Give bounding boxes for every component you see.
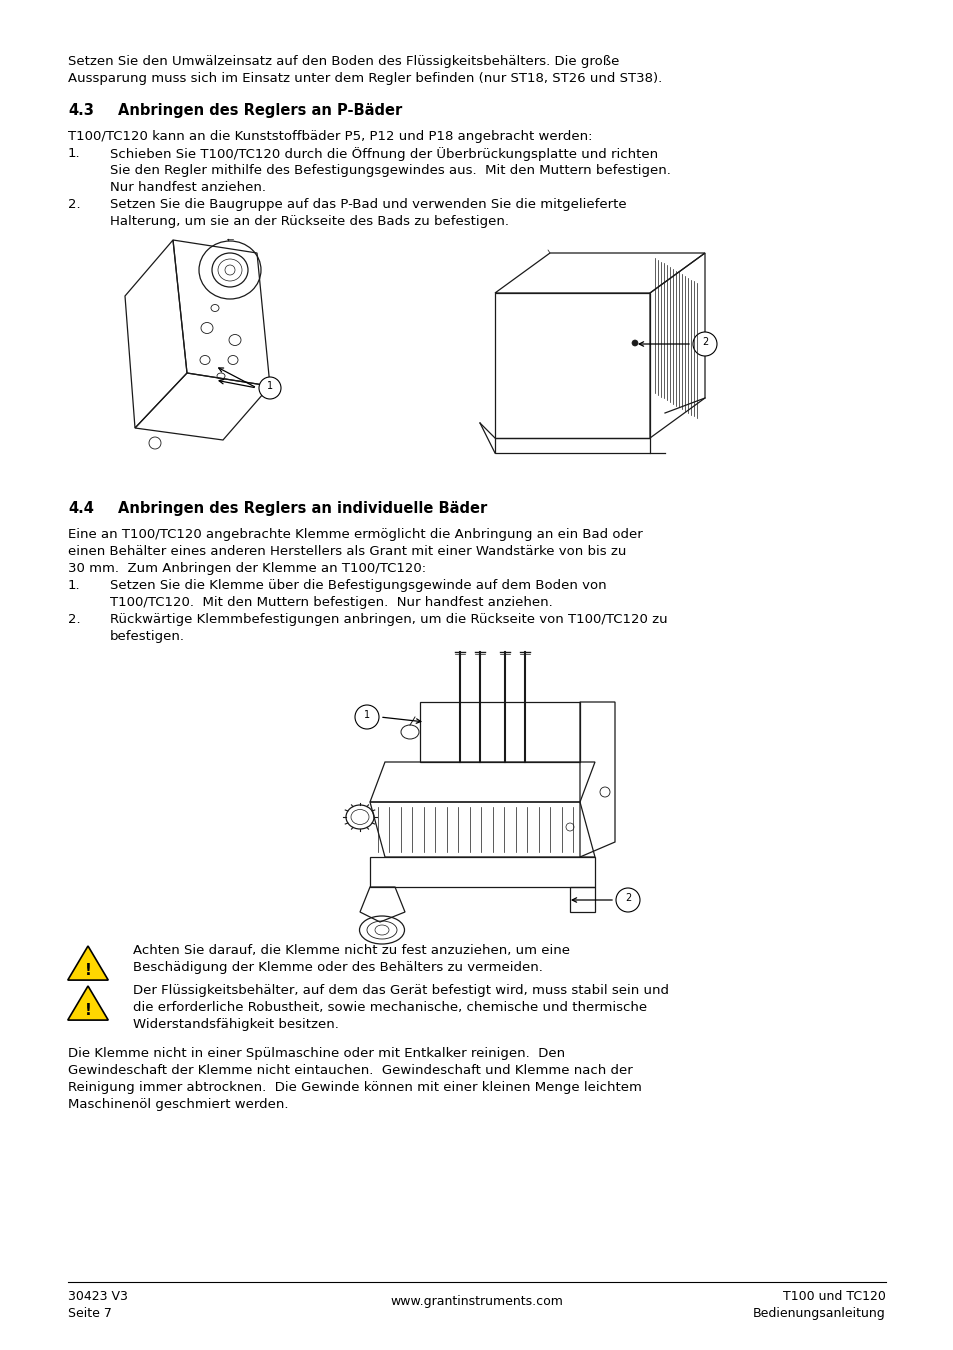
Text: 1.: 1.	[68, 147, 81, 161]
Text: Halterung, um sie an der Rückseite des Bads zu befestigen.: Halterung, um sie an der Rückseite des B…	[110, 215, 509, 228]
Text: Seite 7: Seite 7	[68, 1307, 112, 1320]
Circle shape	[692, 332, 717, 356]
Circle shape	[225, 265, 234, 275]
Text: !: !	[85, 1003, 91, 1018]
Text: Bedienungsanleitung: Bedienungsanleitung	[753, 1307, 885, 1320]
Text: Sie den Regler mithilfe des Befestigungsgewindes aus.  Mit den Muttern befestige: Sie den Regler mithilfe des Befestigungs…	[110, 163, 670, 177]
Text: Reinigung immer abtrocknen.  Die Gewinde können mit einer kleinen Menge leichtem: Reinigung immer abtrocknen. Die Gewinde …	[68, 1081, 641, 1094]
Text: Rückwärtige Klemmbefestigungen anbringen, um die Rückseite von T100/TC120 zu: Rückwärtige Klemmbefestigungen anbringen…	[110, 613, 667, 626]
Text: 1: 1	[363, 710, 370, 720]
Text: einen Behälter eines anderen Herstellers als Grant mit einer Wandstärke von bis : einen Behälter eines anderen Herstellers…	[68, 545, 626, 558]
Text: Maschinenöl geschmiert werden.: Maschinenöl geschmiert werden.	[68, 1098, 288, 1111]
Text: 1: 1	[267, 381, 273, 392]
Text: die erforderliche Robustheit, sowie mechanische, chemische und thermische: die erforderliche Robustheit, sowie mech…	[132, 1000, 646, 1014]
Text: 4.3: 4.3	[68, 103, 93, 117]
Text: Setzen Sie den Umwälzeinsatz auf den Boden des Flüssigkeitsbehälters. Die große: Setzen Sie den Umwälzeinsatz auf den Bod…	[68, 55, 618, 68]
Text: Anbringen des Reglers an P-Bäder: Anbringen des Reglers an P-Bäder	[118, 103, 402, 117]
Circle shape	[565, 824, 574, 832]
Text: Aussparung muss sich im Einsatz unter dem Regler befinden (nur ST18, ST26 und ST: Aussparung muss sich im Einsatz unter de…	[68, 72, 661, 85]
Text: Setzen Sie die Baugruppe auf das P-Bad und verwenden Sie die mitgelieferte: Setzen Sie die Baugruppe auf das P-Bad u…	[110, 198, 626, 211]
Text: 30 mm.  Zum Anbringen der Klemme an T100/TC120:: 30 mm. Zum Anbringen der Klemme an T100/…	[68, 562, 426, 575]
Text: Schieben Sie T100/TC120 durch die Öffnung der Überbrückungsplatte und richten: Schieben Sie T100/TC120 durch die Öffnun…	[110, 147, 658, 161]
Text: www.grantinstruments.com: www.grantinstruments.com	[390, 1295, 563, 1308]
Text: 2.: 2.	[68, 198, 81, 211]
Text: T100/TC120 kann an die Kunststoffbäder P5, P12 und P18 angebracht werden:: T100/TC120 kann an die Kunststoffbäder P…	[68, 130, 592, 143]
Text: Der Flüssigkeitsbehälter, auf dem das Gerät befestigt wird, muss stabil sein und: Der Flüssigkeitsbehälter, auf dem das Ge…	[132, 984, 668, 998]
Circle shape	[616, 888, 639, 913]
Text: befestigen.: befestigen.	[110, 630, 185, 643]
Text: T100/TC120.  Mit den Muttern befestigen.  Nur handfest anziehen.: T100/TC120. Mit den Muttern befestigen. …	[110, 595, 552, 609]
Text: Anbringen des Reglers an individuelle Bäder: Anbringen des Reglers an individuelle Bä…	[118, 501, 487, 516]
Text: Nur handfest anziehen.: Nur handfest anziehen.	[110, 181, 266, 194]
Text: Gewindeschaft der Klemme nicht eintauchen.  Gewindeschaft und Klemme nach der: Gewindeschaft der Klemme nicht eintauche…	[68, 1064, 632, 1077]
Text: 4.4: 4.4	[68, 501, 93, 516]
Circle shape	[599, 787, 609, 796]
Text: Achten Sie darauf, die Klemme nicht zu fest anzuziehen, um eine: Achten Sie darauf, die Klemme nicht zu f…	[132, 944, 569, 957]
Circle shape	[631, 340, 638, 346]
Text: T100 und TC120: T100 und TC120	[782, 1291, 885, 1303]
Text: 2: 2	[624, 892, 631, 903]
Circle shape	[355, 705, 378, 729]
Text: Widerstandsfähigkeit besitzen.: Widerstandsfähigkeit besitzen.	[132, 1018, 338, 1031]
Text: !: !	[85, 963, 91, 979]
Text: Die Klemme nicht in einer Spülmaschine oder mit Entkalker reinigen.  Den: Die Klemme nicht in einer Spülmaschine o…	[68, 1048, 564, 1060]
Text: Setzen Sie die Klemme über die Befestigungsgewinde auf dem Boden von: Setzen Sie die Klemme über die Befestigu…	[110, 579, 606, 593]
Text: 2.: 2.	[68, 613, 81, 626]
Text: Beschädigung der Klemme oder des Behälters zu vermeiden.: Beschädigung der Klemme oder des Behälte…	[132, 961, 542, 973]
Polygon shape	[68, 946, 108, 980]
Text: 30423 V3: 30423 V3	[68, 1291, 128, 1303]
Circle shape	[258, 377, 281, 400]
Text: 1.: 1.	[68, 579, 81, 593]
Polygon shape	[68, 986, 108, 1021]
Text: Eine an T100/TC120 angebrachte Klemme ermöglicht die Anbringung an ein Bad oder: Eine an T100/TC120 angebrachte Klemme er…	[68, 528, 642, 541]
Text: 2: 2	[701, 338, 707, 347]
